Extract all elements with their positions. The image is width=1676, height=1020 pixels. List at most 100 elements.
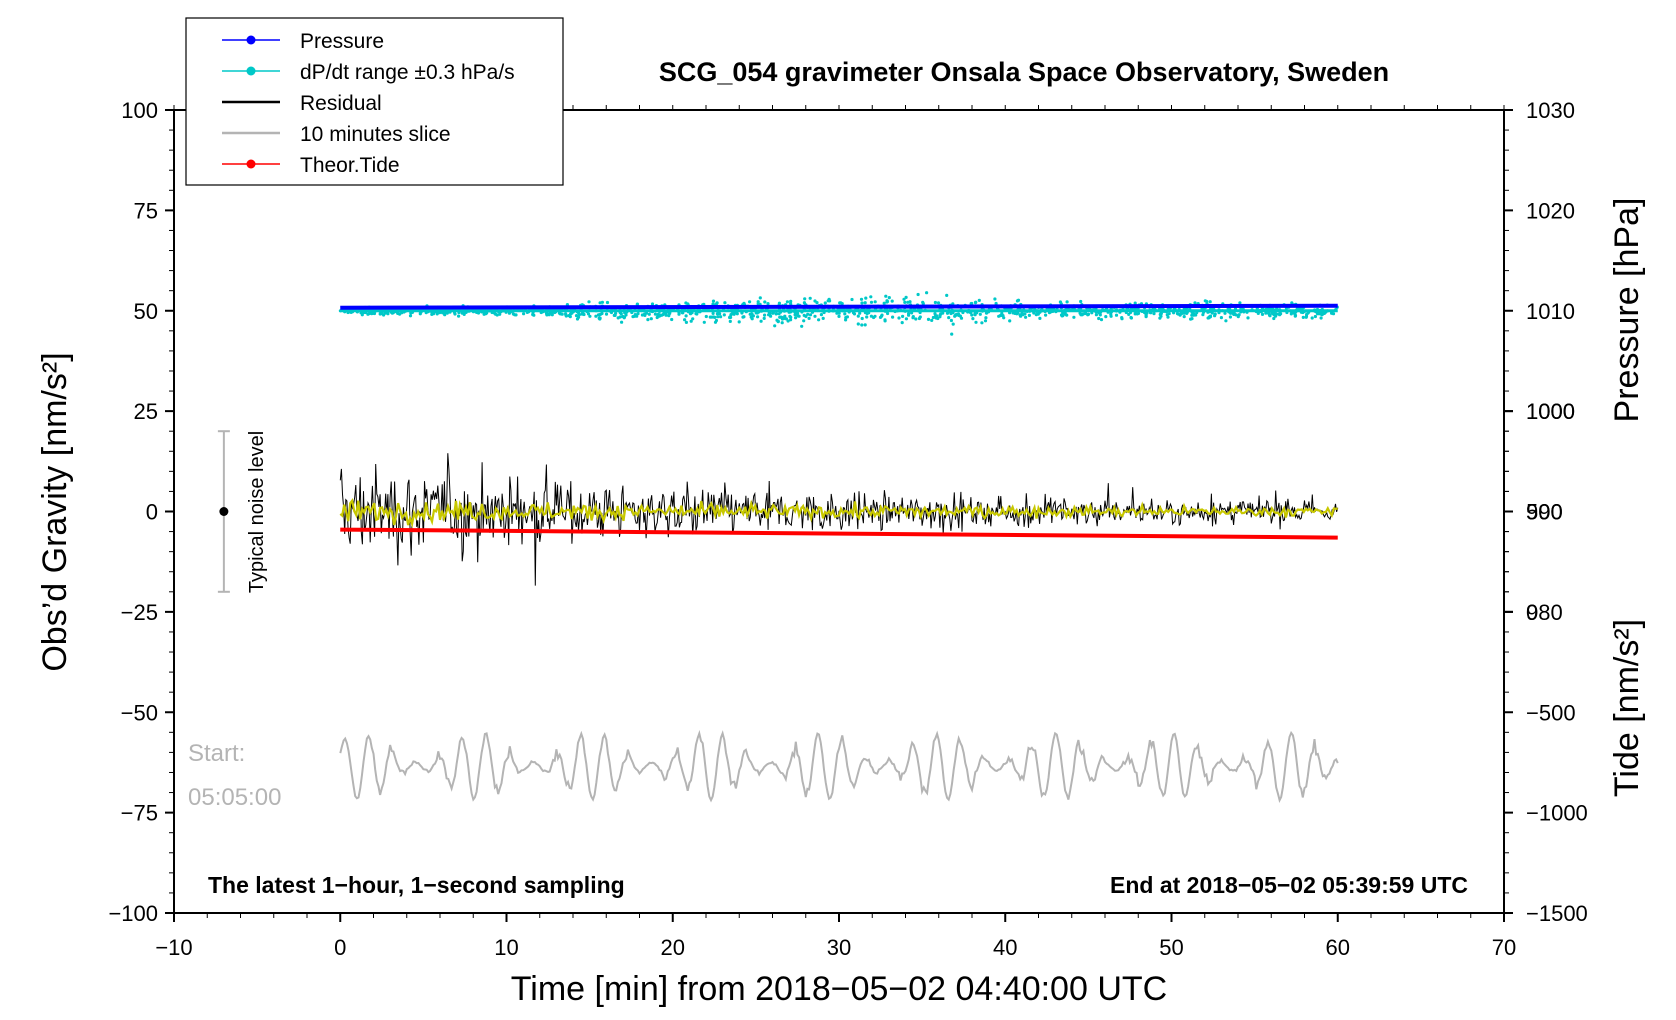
dpdt-point	[398, 312, 402, 316]
dpdt-point	[597, 316, 601, 320]
dpdt-point	[1024, 315, 1028, 319]
pressure-tick-label: 1010	[1526, 299, 1575, 324]
dpdt-point	[971, 317, 975, 321]
dpdt-point	[793, 312, 797, 316]
dpdt-point	[887, 296, 891, 300]
dpdt-point	[931, 315, 936, 320]
dpdt-point	[730, 312, 735, 316]
dpdt-point	[443, 313, 447, 317]
dpdt-point	[1292, 311, 1296, 315]
dpdt-point	[903, 300, 907, 304]
dpdt-point	[885, 300, 889, 304]
dpdt-point	[619, 312, 623, 316]
x-axis-title: Time [min] from 2018−05−02 04:40:00 UTC	[511, 970, 1167, 1008]
dpdt-point	[837, 314, 841, 318]
dpdt-point	[1289, 312, 1293, 316]
dpdt-point	[837, 311, 841, 315]
dpdt-point	[1136, 311, 1141, 315]
dpdt-point	[371, 311, 375, 315]
dpdt-point	[1065, 300, 1069, 304]
dpdt-point	[934, 314, 938, 318]
dpdt-point	[723, 301, 727, 305]
x-tick-label: 0	[334, 935, 346, 960]
dpdt-point	[1182, 315, 1186, 319]
dpdt-point	[1264, 311, 1268, 315]
dpdt-point	[1104, 315, 1108, 319]
dpdt-point	[956, 312, 961, 316]
dpdt-point	[949, 311, 953, 316]
dpdt-point	[1129, 315, 1133, 320]
dpdt-point	[587, 300, 591, 304]
dpdt-point	[789, 318, 793, 322]
dpdt-point	[657, 314, 661, 318]
slice-line	[339, 729, 1339, 803]
dpdt-point	[863, 323, 867, 327]
dpdt-point	[773, 324, 777, 328]
y-left-tick-label: 100	[121, 98, 158, 123]
dpdt-point	[1246, 316, 1250, 320]
dpdt-point	[408, 314, 413, 318]
dpdt-point	[865, 315, 869, 319]
dpdt-point	[977, 298, 981, 302]
dpdt-point	[1152, 312, 1156, 316]
dpdt-point	[1015, 299, 1020, 303]
dpdt-point	[897, 316, 901, 320]
x-tick-label: 40	[993, 935, 1017, 960]
dpdt-point	[978, 312, 982, 316]
dpdt-point	[1238, 301, 1242, 305]
dpdt-point	[869, 295, 873, 299]
dpdt-point	[588, 314, 592, 318]
dpdt-point	[1193, 301, 1197, 305]
dpdt-point	[1228, 315, 1232, 319]
dpdt-point	[907, 311, 911, 316]
dpdt-point	[600, 300, 605, 304]
dpdt-point	[545, 313, 549, 317]
dpdt-point	[575, 317, 580, 321]
x-tick-label: 60	[1326, 935, 1350, 960]
dpdt-point	[748, 300, 752, 304]
dpdt-point	[1213, 314, 1217, 318]
dpdt-point	[711, 299, 716, 303]
dpdt-point	[644, 311, 649, 315]
dpdt-point	[925, 291, 929, 295]
dpdt-point	[970, 313, 974, 317]
dpdt-point	[647, 312, 651, 316]
dpdt-point	[802, 301, 807, 305]
dpdt-point	[559, 312, 563, 316]
dpdt-point	[1189, 317, 1193, 321]
dpdt-point	[872, 315, 876, 320]
dpdt-point	[873, 300, 877, 304]
chart-title: SCG_054 gravimeter Onsala Space Observat…	[659, 57, 1389, 87]
y-axis-title-left: Obs’d Gravity [nm/s²]	[36, 352, 74, 671]
x-tick-label: 20	[661, 935, 685, 960]
dpdt-point	[983, 319, 988, 323]
dpdt-point	[858, 311, 862, 315]
axes-layer: −10 0 10 20 30 40 50 60 701007550250−25−50−75−10…	[108, 98, 1587, 960]
dpdt-point	[863, 301, 867, 305]
dpdt-point	[850, 297, 854, 302]
dpdt-point	[662, 311, 666, 315]
dpdt-point	[759, 319, 763, 323]
dpdt-point	[994, 301, 998, 306]
dpdt-point	[973, 301, 978, 305]
slice-start-time: 05:05:00	[188, 784, 281, 811]
dpdt-point	[993, 297, 997, 301]
dpdt-point	[684, 314, 688, 318]
dpdt-point	[728, 319, 732, 323]
residual-line	[339, 453, 1339, 586]
dpdt-point	[713, 315, 717, 319]
dpdt-point	[860, 301, 864, 305]
dpdt-point	[802, 319, 806, 323]
dpdt-point	[950, 332, 954, 336]
dpdt-point	[430, 311, 435, 315]
x-tick-label: 10	[494, 935, 518, 960]
dpdt-point	[785, 300, 790, 304]
dpdt-point	[1166, 315, 1170, 319]
dpdt-point	[869, 300, 874, 304]
dpdt-point	[741, 315, 745, 319]
dpdt-point	[835, 311, 839, 315]
dpdt-point	[921, 302, 925, 306]
dpdt-point	[827, 297, 831, 301]
dpdt-point	[845, 315, 850, 319]
dpdt-point	[763, 300, 767, 304]
